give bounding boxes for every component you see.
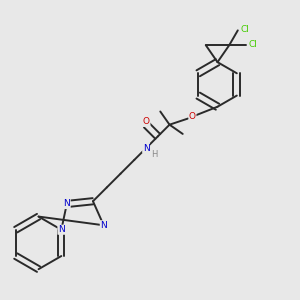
Text: N: N (100, 221, 107, 230)
Text: N: N (143, 144, 149, 153)
Text: Cl: Cl (249, 40, 258, 49)
Text: N: N (63, 200, 70, 208)
Text: O: O (189, 112, 196, 121)
Text: O: O (143, 117, 150, 126)
Text: H: H (152, 150, 158, 159)
Text: Cl: Cl (240, 25, 249, 34)
Text: N: N (58, 225, 65, 234)
